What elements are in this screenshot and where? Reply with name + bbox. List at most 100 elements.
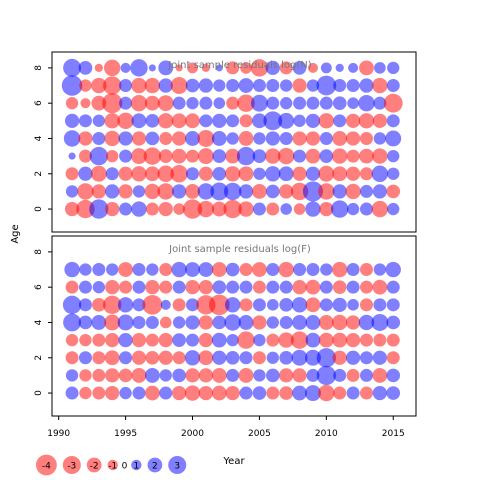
- bubble: [131, 333, 147, 348]
- bubble: [307, 62, 318, 73]
- bubble: [211, 368, 227, 383]
- bubble: [387, 202, 400, 216]
- bubble: [186, 97, 199, 110]
- bubble: [318, 332, 334, 348]
- legend-bubble: [36, 454, 57, 476]
- bubble: [131, 148, 147, 165]
- bubble: [250, 59, 269, 77]
- bubble: [65, 333, 79, 347]
- bubble: [280, 203, 292, 215]
- bubble: [158, 350, 173, 365]
- bubble: [119, 386, 132, 400]
- y-tick-label: 0: [34, 206, 44, 212]
- legend-label: -3: [67, 462, 76, 472]
- legend-bubble: [168, 455, 187, 475]
- bubble: [145, 350, 160, 365]
- bubble: [132, 263, 146, 277]
- bubble: [212, 315, 227, 330]
- bubble: [159, 386, 173, 400]
- bubble: [145, 202, 159, 216]
- bubble: [226, 96, 240, 110]
- bubble: [201, 63, 211, 72]
- legend-bubble: [62, 455, 81, 475]
- bubble: [198, 315, 214, 330]
- bubble: [132, 298, 146, 312]
- bubble: [237, 331, 255, 349]
- bubble: [119, 79, 133, 93]
- size-legend: -4 -3 -2 -1 0 1 2 3: [36, 454, 187, 476]
- bubble: [172, 316, 186, 329]
- bubble: [238, 184, 254, 199]
- bubble: [265, 60, 280, 75]
- bubble: [305, 148, 321, 164]
- x-tick-label: 1995: [114, 429, 137, 439]
- bubble: [332, 184, 347, 199]
- bubble: [197, 130, 215, 147]
- bubble: [292, 131, 307, 146]
- bubble: [359, 333, 373, 347]
- bubble: [226, 368, 240, 382]
- bubble: [292, 315, 307, 330]
- bubble: [159, 316, 172, 329]
- bubble: [186, 333, 200, 347]
- bubble: [226, 280, 240, 294]
- bubble: [263, 111, 283, 131]
- bubble: [292, 61, 307, 75]
- panel-log-f-xaxis: 1990 1995 2000 2005 2010 2015: [47, 416, 405, 439]
- bubble: [185, 113, 200, 129]
- bubble: [253, 369, 266, 382]
- bubble: [92, 298, 106, 312]
- bubble: [63, 58, 82, 77]
- bubble: [119, 202, 133, 216]
- bubble: [253, 167, 266, 180]
- bubble: [187, 62, 198, 74]
- bubble: [118, 184, 133, 199]
- bubble: [92, 351, 106, 365]
- bubble: [132, 315, 146, 329]
- bubble: [252, 184, 267, 199]
- bubble: [345, 350, 361, 365]
- bubble: [359, 167, 373, 181]
- bubble: [316, 348, 336, 368]
- bubble: [253, 132, 266, 145]
- bubble: [278, 166, 294, 182]
- bubble: [226, 79, 240, 93]
- bubble: [266, 386, 280, 400]
- bubble: [118, 262, 134, 277]
- bubble: [345, 166, 361, 181]
- bubble: [318, 384, 335, 402]
- bubble: [265, 148, 281, 164]
- bubble: [320, 263, 333, 276]
- bubble: [386, 315, 401, 330]
- bubble: [279, 61, 293, 75]
- panel-log-n-title: Joint sample residuals log(N): [167, 60, 311, 71]
- bubble: [372, 385, 387, 401]
- bubble: [239, 263, 253, 277]
- bubble: [158, 60, 174, 76]
- bubble: [373, 263, 387, 276]
- bubble: [144, 77, 161, 94]
- bubble: [224, 314, 241, 331]
- bubble: [346, 79, 360, 93]
- bubble: [345, 113, 361, 128]
- x-axis-label: Year: [222, 456, 245, 467]
- bubble: [157, 165, 174, 182]
- bubble: [335, 63, 344, 72]
- bubble: [252, 315, 267, 330]
- bubble: [291, 297, 308, 313]
- bubble: [170, 165, 188, 183]
- bubble: [159, 263, 173, 277]
- bubble: [318, 183, 335, 200]
- legend-bubble: [107, 459, 118, 471]
- y-tick-label: 6: [34, 100, 44, 106]
- bubble: [175, 64, 183, 72]
- bubble: [320, 62, 332, 74]
- bubble: [266, 202, 280, 216]
- bubble: [226, 132, 239, 145]
- bubble: [279, 184, 294, 199]
- bubble: [359, 351, 373, 365]
- bubble: [132, 280, 146, 294]
- bubble: [359, 368, 373, 382]
- bubble: [386, 333, 400, 347]
- bubble: [120, 62, 131, 73]
